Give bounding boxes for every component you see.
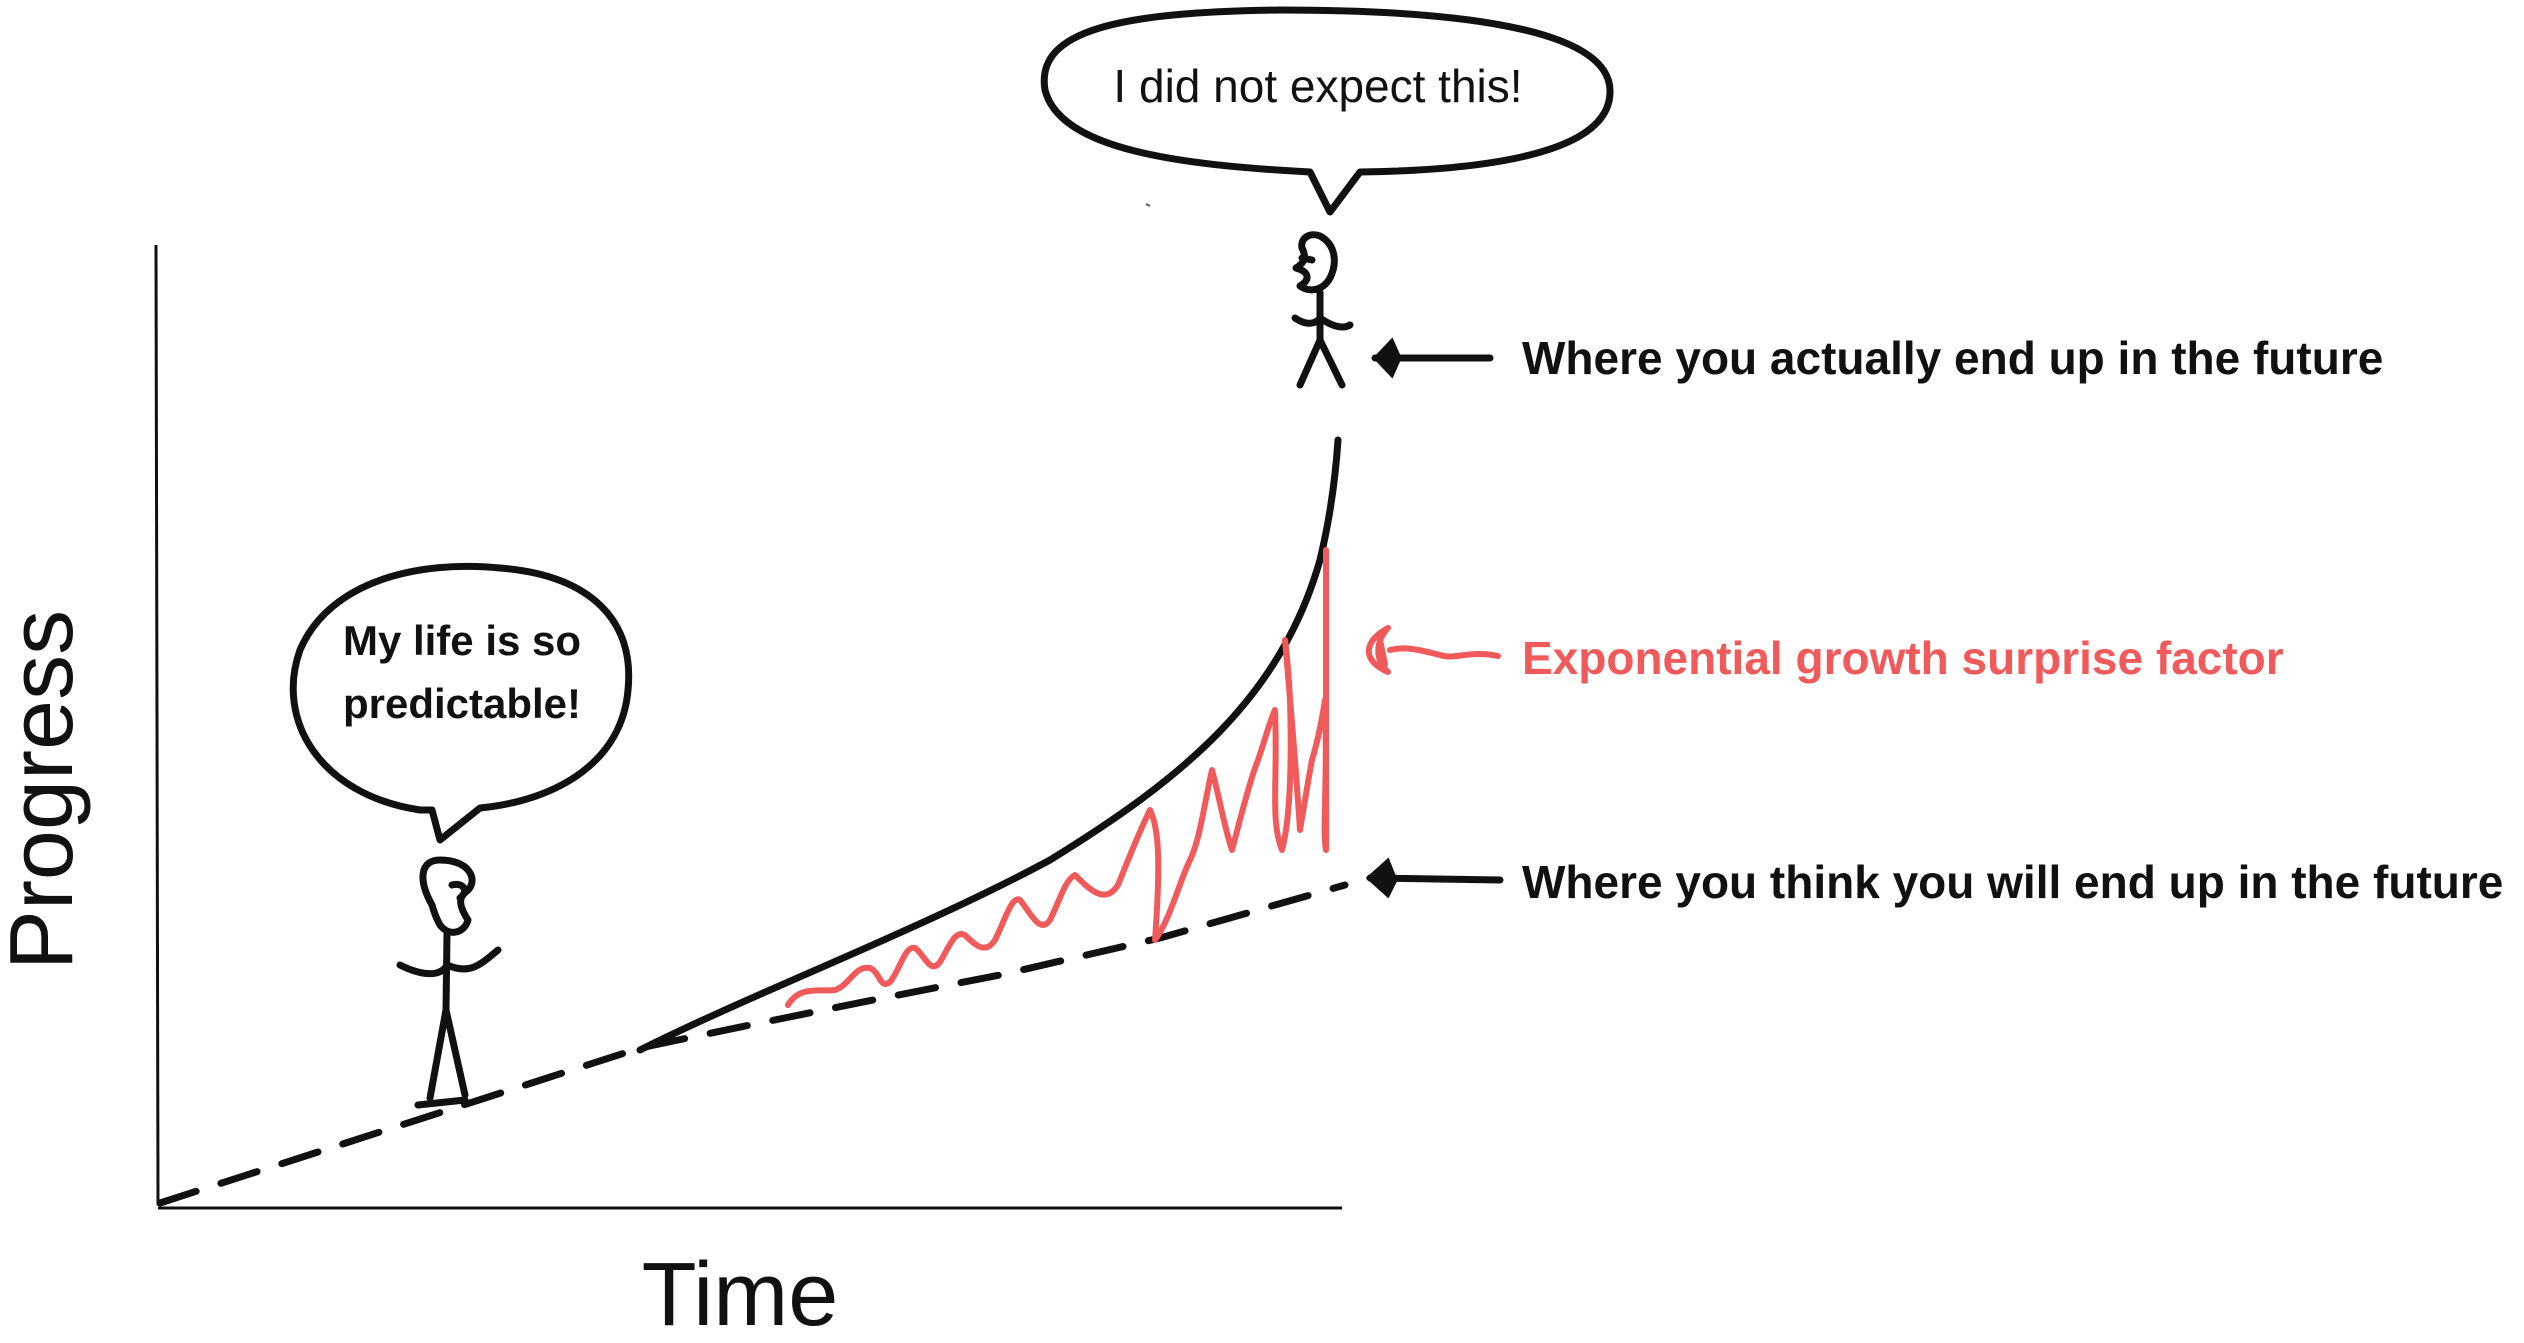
- speech-bubble-right: I did not expect this!: [1040, 6, 1614, 216]
- speech-bubble-left: My life is so predictable!: [289, 562, 633, 844]
- actual-growth-curve: [636, 436, 1342, 1054]
- annotation-surprise: Exponential growth surprise factor: [1365, 625, 2284, 684]
- stick-figure-icon: [1291, 231, 1354, 389]
- stick-figure-right: [1291, 231, 1354, 389]
- annotation-actual-label: Where you actually end up in the future: [1522, 332, 2383, 384]
- surprise-factor-scribble: [785, 547, 1329, 1008]
- axes: Time Progress: [0, 244, 1342, 1343]
- speech-bubble-left-line-2: predictable!: [343, 680, 581, 727]
- arrow-left-icon: [1387, 645, 1501, 660]
- speech-bubble-right-text: I did not expect this!: [1113, 60, 1522, 112]
- y-axis: [154, 244, 160, 1206]
- stick-figure-icon: [396, 856, 502, 1109]
- stray-mark: [1145, 203, 1151, 207]
- y-axis-label: Progress: [0, 610, 92, 970]
- annotation-expected: Where you think you will end up in the f…: [1365, 856, 2503, 908]
- stick-figure-left: [396, 856, 502, 1109]
- expected-trend-line: [156, 881, 1349, 1207]
- annotation-surprise-label: Exponential growth surprise factor: [1522, 632, 2284, 684]
- x-axis-label: Time: [642, 1245, 839, 1343]
- annotation-expected-label: Where you think you will end up in the f…: [1522, 856, 2503, 908]
- speech-bubble-left-line-1: My life is so: [343, 617, 581, 664]
- annotation-actual: Where you actually end up in the future: [1371, 332, 2383, 384]
